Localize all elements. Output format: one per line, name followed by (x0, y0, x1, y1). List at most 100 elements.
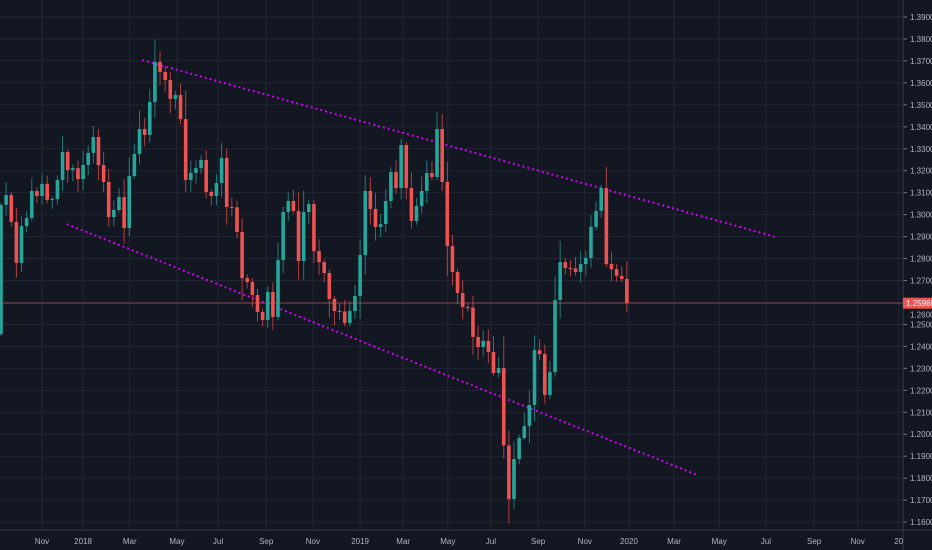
candle-body-up (0, 204, 3, 335)
candle-body-up (599, 188, 604, 211)
candle (486, 329, 491, 364)
candle (55, 175, 60, 205)
candle-body-up (265, 291, 270, 321)
candle (81, 150, 85, 191)
candle-body-up (383, 201, 388, 225)
candle (450, 234, 455, 286)
candle-body-up (363, 190, 368, 256)
candle-body-up (348, 311, 352, 323)
candle (265, 286, 270, 328)
candle-body-up (173, 94, 178, 99)
candle (194, 160, 198, 184)
y-tick-label: 1.39000 (910, 13, 932, 22)
y-tick-label: 1.16000 (910, 518, 932, 527)
y-tick-label: 1.25000 (910, 320, 932, 329)
y-tick-label: 1.29000 (910, 233, 932, 242)
candle-body-up (194, 168, 198, 173)
candle-body-down (76, 168, 80, 180)
candle (527, 390, 532, 444)
candle (481, 330, 486, 357)
candle-body-down (35, 190, 39, 196)
candle (327, 269, 332, 318)
candle (491, 335, 496, 376)
price-axis[interactable]: 1.39000 1.38000 1.37000 1.36000 1.35000 1.340… (902, 0, 932, 550)
candle-body-down (455, 271, 460, 294)
candle-body-up (424, 172, 429, 191)
candle-body-up (276, 260, 280, 317)
candle-body-up (527, 405, 532, 427)
candle-body-down (178, 94, 183, 120)
candle (101, 152, 106, 192)
candle-body-up (86, 152, 91, 166)
candle (127, 157, 132, 237)
candle (312, 200, 316, 264)
candle (142, 117, 147, 147)
candle-body-down (614, 269, 619, 276)
x-tick-label: Jul (486, 537, 496, 546)
candle-body-up (112, 210, 116, 218)
trendlines[interactable] (66, 59, 775, 477)
candle-body-down (440, 128, 444, 182)
y-tick-label: 1.20000 (910, 430, 932, 439)
candle (399, 138, 403, 200)
candle-body-up (286, 201, 291, 213)
candle (584, 250, 588, 277)
last-price-badge (903, 297, 932, 309)
candle (378, 214, 383, 237)
x-tick-label: Sep (259, 537, 274, 546)
x-tick-label: Nov (35, 537, 49, 546)
candle-body-down (491, 352, 496, 373)
candle-body-down (317, 251, 321, 263)
candle-body-down (471, 307, 475, 337)
candle (373, 192, 378, 241)
candle-body-up (214, 183, 219, 196)
candle (619, 266, 624, 283)
candle-body-down (542, 354, 547, 395)
candle-body-down (101, 165, 106, 182)
candle-body-down (158, 62, 162, 72)
y-tick-label: 1.37000 (910, 57, 932, 66)
candle-body-down (291, 201, 296, 211)
candle-body-down (142, 128, 147, 135)
candle-body-down (368, 190, 373, 209)
candle-body-down (65, 152, 70, 171)
candle-body-up (4, 195, 8, 205)
candle-body-down (337, 311, 342, 313)
candle-body-down (604, 188, 609, 265)
candle (496, 357, 501, 378)
candle (548, 360, 552, 399)
candle-body-down (445, 181, 450, 247)
candle-body-up (307, 204, 311, 213)
candle (614, 264, 619, 282)
candle (445, 161, 450, 277)
candle (594, 201, 598, 231)
candle (183, 90, 188, 192)
candle (0, 202, 3, 337)
candle (307, 200, 311, 225)
candle (466, 303, 470, 312)
y-tick-label: 1.26000 (910, 311, 932, 320)
candle-body-up (532, 350, 537, 406)
candle (358, 239, 362, 319)
candle-body-up (301, 212, 306, 261)
candle (476, 326, 480, 360)
time-axis[interactable]: Nov 2018 Mar May Jul Sep Nov 2019 Mar May Jul Sep No… (0, 529, 932, 546)
candle-body-down (183, 119, 188, 180)
x-tick-label: Sep (807, 537, 822, 546)
candle-body-down (9, 195, 14, 222)
candle-body-down (394, 172, 398, 189)
candle-body-down (240, 231, 244, 279)
y-tick-label: 1.33000 (910, 145, 932, 154)
candle (230, 197, 234, 217)
candle (245, 274, 250, 289)
y-tick-label: 1.36000 (910, 79, 932, 88)
y-tick-label: 1.32000 (910, 167, 932, 176)
candle (173, 90, 178, 110)
lower-channel-trendline[interactable] (66, 223, 699, 477)
candle-body-up (50, 199, 55, 201)
x-tick-label: May (169, 537, 184, 546)
candle (542, 344, 547, 404)
candle-body-down (122, 197, 126, 229)
candle-body-down (373, 208, 378, 227)
